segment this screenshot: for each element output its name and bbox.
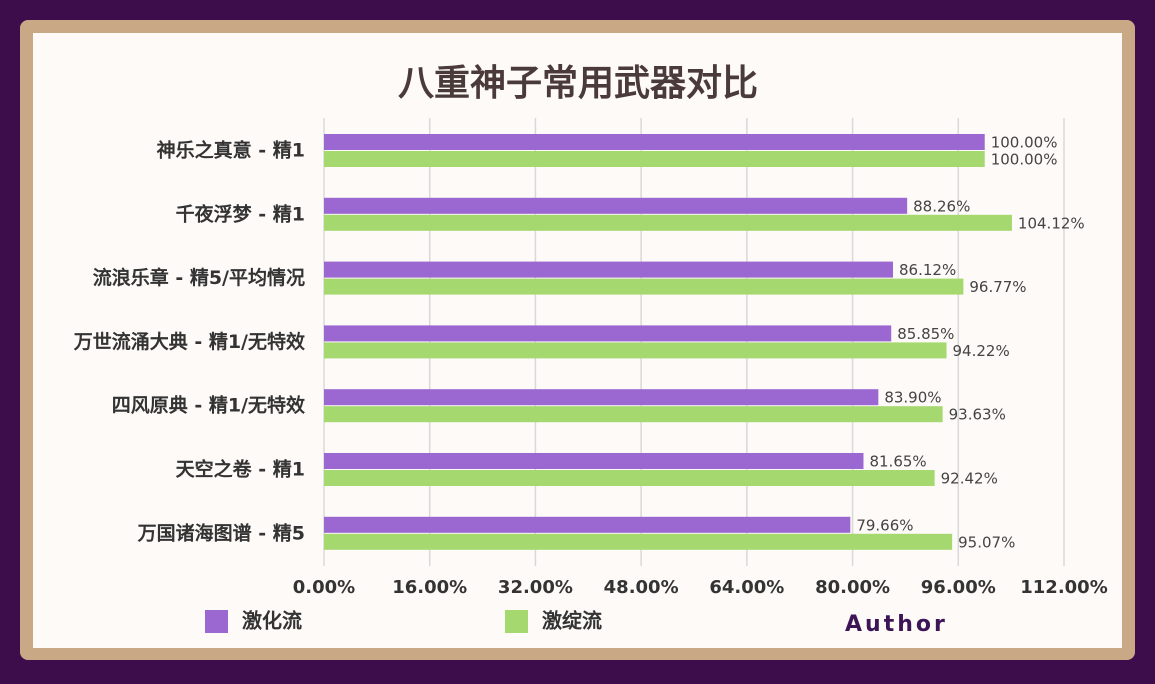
- bar: [324, 151, 985, 167]
- value-label: 85.85%: [897, 325, 954, 343]
- x-tick-label: 32.00%: [498, 577, 573, 598]
- bar: [324, 261, 894, 278]
- author: Author: [845, 612, 948, 637]
- y-tick-label: 天空之卷 - 精1: [176, 458, 305, 481]
- value-label: 88.26%: [913, 197, 970, 215]
- chart-title: 八重神子常用武器对比: [398, 63, 758, 104]
- value-label: 93.63%: [949, 406, 1006, 424]
- bar: [324, 134, 985, 150]
- value-label: 96.77%: [969, 278, 1026, 296]
- x-tick-label: 48.00%: [604, 577, 679, 598]
- x-tick-label: 64.00%: [709, 577, 784, 598]
- bar: [324, 278, 964, 295]
- bar: [324, 533, 953, 550]
- bar: [324, 470, 935, 486]
- bar: [324, 325, 892, 342]
- bar: [324, 516, 851, 533]
- value-label: 81.65%: [869, 453, 926, 471]
- bar: [324, 214, 1012, 231]
- y-tick-label: 万世流涌大典 - 精1/无特效: [73, 330, 305, 353]
- x-tick-label: 112.00%: [1020, 577, 1108, 598]
- bar: [324, 453, 864, 469]
- bar: [324, 389, 879, 406]
- value-label: 86.12%: [899, 261, 956, 279]
- y-tick-label: 四风原典 - 精1/无特效: [112, 394, 305, 417]
- value-label: 92.42%: [941, 470, 998, 488]
- bar: [324, 197, 908, 214]
- value-label: 100.00%: [991, 151, 1058, 169]
- legend-swatch: [505, 610, 528, 633]
- legend-swatch: [205, 610, 228, 633]
- value-label: 83.90%: [884, 389, 941, 407]
- y-tick-label: 流浪乐章 - 精5/平均情况: [93, 266, 305, 289]
- value-label: 95.07%: [958, 533, 1015, 551]
- bar: [324, 342, 947, 359]
- y-tick-label: 神乐之真意 - 精1: [157, 139, 305, 162]
- value-label: 100.00%: [991, 134, 1058, 152]
- legend-label: 激化流: [242, 609, 302, 633]
- value-label: 94.22%: [953, 342, 1010, 360]
- y-tick-label: 万国诸海图谱 - 精5: [137, 521, 305, 544]
- x-tick-label: 16.00%: [392, 577, 467, 598]
- x-tick-label: 80.00%: [815, 577, 890, 598]
- bar: [324, 406, 943, 423]
- x-tick-label: 96.00%: [921, 577, 996, 598]
- value-label: 79.66%: [856, 516, 913, 534]
- legend-label: 激绽流: [542, 609, 602, 633]
- x-tick-label: 0.00%: [293, 577, 355, 598]
- value-label: 104.12%: [1018, 214, 1085, 232]
- y-tick-label: 千夜浮梦 - 精1: [176, 202, 305, 225]
